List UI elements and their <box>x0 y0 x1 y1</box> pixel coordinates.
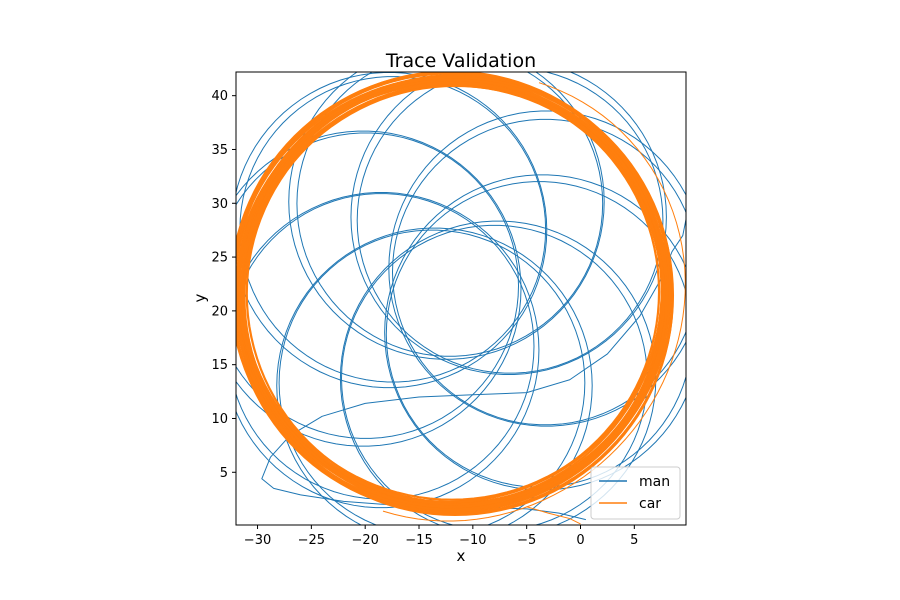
car-line-segment <box>236 72 672 511</box>
man-line-segment <box>276 227 593 525</box>
man-line-segment <box>296 72 604 357</box>
chart-title: Trace Validation <box>385 50 536 72</box>
y-axis-label: y <box>191 293 209 302</box>
car-line-segment <box>526 506 581 525</box>
y-tick-label: 5 <box>220 466 228 481</box>
man-line-segment <box>391 118 686 426</box>
x-tick-label: −30 <box>244 533 271 548</box>
man-line-segment <box>236 130 522 447</box>
man-line-segment <box>339 220 657 525</box>
x-tick-label: −25 <box>298 533 325 548</box>
y-axis-ticks: 5 10 15 20 25 30 35 40 <box>211 89 236 481</box>
y-tick-label: 10 <box>211 412 228 427</box>
y-tick-label: 30 <box>211 197 228 212</box>
plot-frame <box>235 71 687 526</box>
car-series <box>236 72 686 525</box>
legend-box <box>590 466 681 520</box>
legend: man car <box>590 466 681 520</box>
car-line-segment <box>236 76 675 515</box>
x-tick-label: −10 <box>459 533 486 548</box>
x-tick-label: −5 <box>517 533 536 548</box>
man-line-segment <box>236 72 548 389</box>
y-tick-label: 40 <box>211 89 228 104</box>
x-tick-label: −15 <box>405 533 432 548</box>
man-line-segment <box>236 192 540 509</box>
man-line-segment <box>236 193 535 500</box>
man-line-segment <box>350 72 667 375</box>
y-tick-label: 15 <box>211 358 228 373</box>
y-tick-label: 20 <box>211 304 228 319</box>
car-line-segment <box>382 82 686 522</box>
x-tick-label: 5 <box>630 533 638 548</box>
x-axis-ticks: −30 −25 −20 −15 −10 −5 0 5 <box>244 525 638 548</box>
man-line-segment <box>356 72 664 374</box>
x-tick-label: 0 <box>576 533 584 548</box>
x-tick-label: −20 <box>351 533 378 548</box>
y-tick-label: 25 <box>211 251 228 266</box>
legend-car-label: car <box>639 496 661 512</box>
man-line-segment <box>278 229 586 525</box>
legend-man-label: man <box>639 474 670 490</box>
man-line-segment <box>341 224 648 525</box>
man-line-segment <box>288 72 605 360</box>
man-line-segment <box>236 132 520 439</box>
y-tick-label: 35 <box>211 143 228 158</box>
x-axis-label: x <box>457 547 466 565</box>
